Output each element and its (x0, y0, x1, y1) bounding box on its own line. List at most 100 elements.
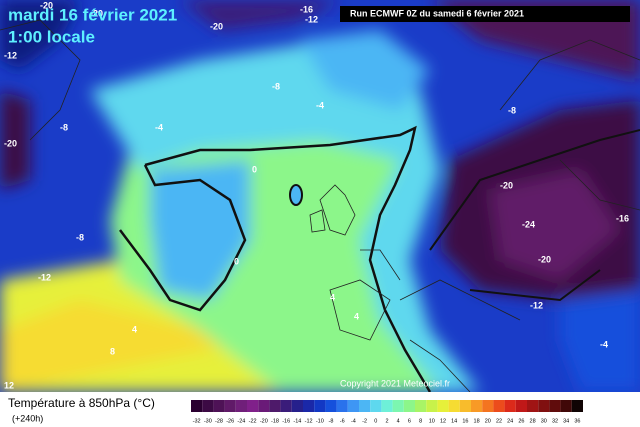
colorbar-label: -18 (271, 418, 279, 424)
contour-label: -8 (272, 81, 280, 91)
colorbar-cell (482, 400, 494, 412)
contour-label: -16 (300, 4, 313, 14)
contour-label: 0 (252, 164, 257, 174)
colorbar-label: -10 (316, 418, 324, 424)
colorbar-label: 10 (429, 418, 435, 424)
colorbar-label: -28 (215, 418, 223, 424)
colorbar-cell (403, 400, 415, 412)
colorbar-cell (459, 400, 471, 412)
contour-label: -20 (538, 254, 551, 264)
colorbar-label: -16 (282, 418, 290, 424)
colorbar-label: 26 (518, 418, 524, 424)
colorbar-cell (291, 400, 303, 412)
contour-label: 12 (4, 380, 14, 390)
contour-label: -24 (522, 219, 535, 229)
colorbar-cell (269, 400, 281, 412)
colorbar-label: -32 (193, 418, 201, 424)
colorbar-label: -14 (293, 418, 301, 424)
contour-label: 4 (330, 292, 335, 302)
colorbar-cell (448, 400, 460, 412)
contour-label: -16 (616, 213, 629, 223)
colorbar-label: 28 (530, 418, 536, 424)
colorbar-label: 14 (451, 418, 457, 424)
contour-label: 4 (354, 311, 359, 321)
colorbar-label: 24 (507, 418, 513, 424)
contour-label: -20 (500, 180, 513, 190)
colorbar-label: -2 (362, 418, 367, 424)
colorbar-label: 8 (419, 418, 422, 424)
colorbar-cell (415, 400, 427, 412)
colorbar-cell (549, 400, 561, 412)
contour-label: -12 (530, 300, 543, 310)
run-box (340, 6, 630, 22)
colorbar-cell (314, 400, 326, 412)
colorbar-cell (247, 400, 259, 412)
contour-label: 0 (234, 256, 239, 266)
colorbar-label: -24 (237, 418, 245, 424)
colorbar-label: 4 (397, 418, 400, 424)
colorbar-cell (213, 400, 225, 412)
time: 1:00 locale (8, 27, 95, 46)
colorbar-label: 36 (574, 418, 580, 424)
colorbar-label: 16 (462, 418, 468, 424)
colorbar-cell (515, 400, 527, 412)
colorbar-label: -26 (226, 418, 234, 424)
contour-label: -20 (40, 0, 53, 10)
colorbar-label: -12 (305, 418, 313, 424)
colorbar-label: -4 (351, 418, 356, 424)
colorbar-label: 22 (496, 418, 502, 424)
colorbar-label: 2 (385, 418, 388, 424)
colorbar-cell (202, 400, 214, 412)
contour-label: -20 (90, 8, 103, 18)
colorbar-cell (504, 400, 516, 412)
colorbar-label: 18 (474, 418, 480, 424)
colorbar-cell (571, 400, 583, 412)
colorbar-label: 30 (541, 418, 547, 424)
contour-label: -8 (60, 122, 68, 132)
colorbar-label: -20 (260, 418, 268, 424)
date: mardi 16 février 2021 (8, 5, 177, 24)
colorbar-label: 6 (408, 418, 411, 424)
contour-label: -4 (600, 339, 608, 349)
colorbar-label: 34 (563, 418, 569, 424)
colorbar-cell (471, 400, 483, 412)
colorbar-label: 32 (552, 418, 558, 424)
colorbar-cell (191, 400, 203, 412)
legend-title: Température à 850hPa (°C) (8, 396, 155, 410)
colorbar-label: 20 (485, 418, 491, 424)
contour-label: -4 (155, 122, 163, 132)
colorbar-cell (538, 400, 550, 412)
contour-label: -8 (508, 105, 516, 115)
contour-label: -12 (38, 272, 51, 282)
colorbar-cell (560, 400, 572, 412)
colorbar-label: -8 (329, 418, 334, 424)
colorbar-cell (224, 400, 236, 412)
colorbar-cell (258, 400, 270, 412)
contour-label: -20 (4, 138, 17, 148)
colorbar-label: -30 (204, 418, 212, 424)
colorbar-cell (347, 400, 359, 412)
colorbar-cell (381, 400, 393, 412)
colorbar-cell (426, 400, 438, 412)
colorbar-label: 0 (374, 418, 377, 424)
contour-label: -20 (210, 21, 223, 31)
contour-label: 8 (110, 346, 115, 356)
lead-time: (+240h) (12, 413, 43, 423)
colorbar: -32 -30 -28 -26 -24 -22 -20 -18 -16 -14 -12 -10 -8 -6… (191, 400, 583, 424)
colorbar-cell (359, 400, 371, 412)
colorbar-cell (235, 400, 247, 412)
colorbar-label: 12 (440, 418, 446, 424)
contour-label: -4 (316, 100, 324, 110)
copyright: Copyright 2021 Meteociel.fr (340, 378, 450, 388)
contour-label: -12 (305, 14, 318, 24)
colorbar-cell (280, 400, 292, 412)
contour-label: -8 (76, 232, 84, 242)
colorbar-cell (527, 400, 539, 412)
colorbar-label: -6 (340, 418, 345, 424)
colorbar-cell (336, 400, 348, 412)
contour-label: -12 (4, 50, 17, 60)
run: Run ECMWF 0Z du samedi 6 février 2021 (350, 8, 524, 18)
colorbar-cell (303, 400, 315, 412)
colorbar-label: -22 (249, 418, 257, 424)
